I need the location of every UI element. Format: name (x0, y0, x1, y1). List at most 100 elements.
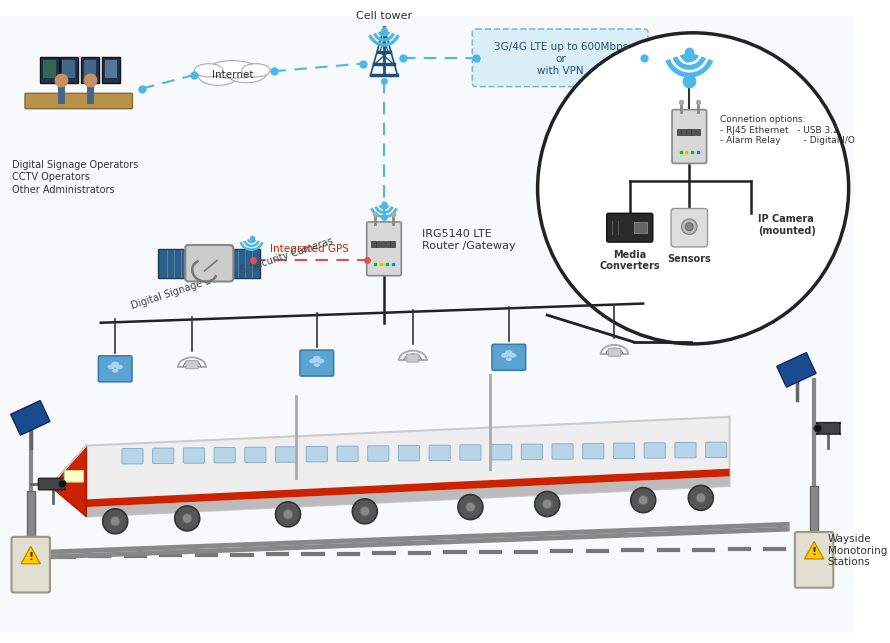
FancyBboxPatch shape (634, 222, 646, 233)
Circle shape (814, 424, 821, 432)
FancyBboxPatch shape (381, 241, 385, 247)
FancyBboxPatch shape (11, 401, 50, 435)
Ellipse shape (108, 365, 115, 369)
Circle shape (535, 491, 560, 516)
Polygon shape (50, 446, 86, 517)
Circle shape (458, 494, 483, 520)
FancyBboxPatch shape (105, 60, 117, 78)
Ellipse shape (317, 359, 325, 363)
FancyBboxPatch shape (583, 444, 603, 459)
Text: Media
Converters: Media Converters (600, 249, 660, 271)
FancyBboxPatch shape (371, 241, 376, 247)
FancyBboxPatch shape (399, 446, 419, 461)
FancyBboxPatch shape (676, 129, 681, 135)
FancyBboxPatch shape (12, 537, 50, 592)
Ellipse shape (314, 363, 320, 367)
Text: Internet: Internet (212, 70, 253, 80)
FancyBboxPatch shape (777, 352, 816, 387)
Circle shape (283, 509, 293, 519)
FancyBboxPatch shape (686, 129, 691, 135)
Ellipse shape (309, 359, 317, 363)
FancyBboxPatch shape (391, 241, 395, 247)
FancyBboxPatch shape (122, 449, 143, 464)
FancyBboxPatch shape (552, 444, 573, 459)
Ellipse shape (242, 64, 270, 77)
FancyBboxPatch shape (429, 445, 450, 460)
Ellipse shape (111, 361, 119, 367)
Text: Digital Signage Boards & Security Cameras: Digital Signage Boards & Security Camera… (130, 236, 334, 311)
FancyBboxPatch shape (682, 129, 685, 135)
FancyBboxPatch shape (522, 444, 542, 460)
FancyBboxPatch shape (84, 60, 96, 78)
Circle shape (682, 219, 697, 235)
Circle shape (110, 516, 120, 526)
FancyBboxPatch shape (38, 478, 65, 490)
Circle shape (465, 502, 475, 512)
FancyBboxPatch shape (810, 486, 818, 534)
Ellipse shape (198, 64, 239, 86)
Circle shape (631, 487, 656, 512)
FancyBboxPatch shape (245, 447, 266, 462)
FancyBboxPatch shape (613, 443, 635, 458)
FancyBboxPatch shape (795, 532, 833, 588)
Ellipse shape (501, 353, 509, 358)
FancyBboxPatch shape (81, 57, 99, 83)
Text: Digital Signage Operators: Digital Signage Operators (12, 159, 138, 170)
FancyBboxPatch shape (276, 447, 296, 462)
Text: Integrated GPS: Integrated GPS (270, 244, 349, 253)
FancyBboxPatch shape (183, 448, 205, 463)
Circle shape (542, 499, 552, 509)
Polygon shape (21, 547, 40, 564)
FancyBboxPatch shape (40, 57, 59, 83)
FancyBboxPatch shape (153, 448, 174, 464)
Text: !: ! (812, 547, 817, 557)
FancyBboxPatch shape (44, 60, 56, 78)
FancyBboxPatch shape (367, 222, 401, 276)
FancyBboxPatch shape (671, 208, 708, 247)
FancyBboxPatch shape (158, 249, 189, 278)
FancyBboxPatch shape (186, 361, 198, 368)
Ellipse shape (506, 358, 512, 361)
FancyBboxPatch shape (672, 109, 707, 163)
FancyBboxPatch shape (368, 446, 389, 461)
FancyBboxPatch shape (675, 442, 696, 458)
FancyBboxPatch shape (300, 350, 334, 376)
Text: Other Administrators: Other Administrators (12, 185, 114, 195)
Circle shape (696, 493, 706, 503)
FancyBboxPatch shape (696, 129, 700, 135)
FancyBboxPatch shape (0, 15, 854, 633)
Circle shape (360, 507, 369, 516)
Text: IP Camera
(mounted): IP Camera (mounted) (758, 214, 816, 235)
Ellipse shape (112, 369, 118, 373)
FancyBboxPatch shape (306, 446, 328, 462)
Polygon shape (86, 476, 730, 517)
FancyBboxPatch shape (608, 349, 620, 356)
FancyBboxPatch shape (706, 442, 727, 457)
Polygon shape (50, 446, 86, 486)
FancyBboxPatch shape (99, 356, 132, 382)
FancyBboxPatch shape (27, 491, 35, 539)
FancyBboxPatch shape (25, 93, 133, 109)
Polygon shape (86, 417, 730, 517)
Circle shape (688, 485, 713, 511)
FancyBboxPatch shape (492, 345, 526, 370)
Text: Cell tower: Cell tower (356, 12, 412, 21)
Text: 3G/4G LTE up to 600Mbps
or
with VPN: 3G/4G LTE up to 600Mbps or with VPN (494, 42, 627, 76)
FancyBboxPatch shape (607, 213, 652, 242)
Text: Connetion options:
- RJ45 Ethernet   - USB 3.2
- Alarm Relay        - Digital I/: Connetion options: - RJ45 Ethernet - USB… (720, 115, 855, 145)
Circle shape (538, 33, 849, 344)
Ellipse shape (195, 64, 222, 77)
FancyBboxPatch shape (230, 249, 260, 278)
FancyBboxPatch shape (644, 443, 666, 458)
Ellipse shape (505, 350, 513, 355)
Text: !: ! (28, 552, 33, 562)
Text: CCTV Operators: CCTV Operators (12, 172, 89, 182)
Circle shape (59, 480, 66, 488)
FancyBboxPatch shape (185, 245, 233, 282)
FancyBboxPatch shape (64, 471, 84, 482)
Circle shape (174, 506, 199, 531)
Ellipse shape (208, 60, 256, 78)
FancyBboxPatch shape (60, 57, 77, 83)
Ellipse shape (313, 356, 320, 361)
Circle shape (352, 499, 377, 524)
